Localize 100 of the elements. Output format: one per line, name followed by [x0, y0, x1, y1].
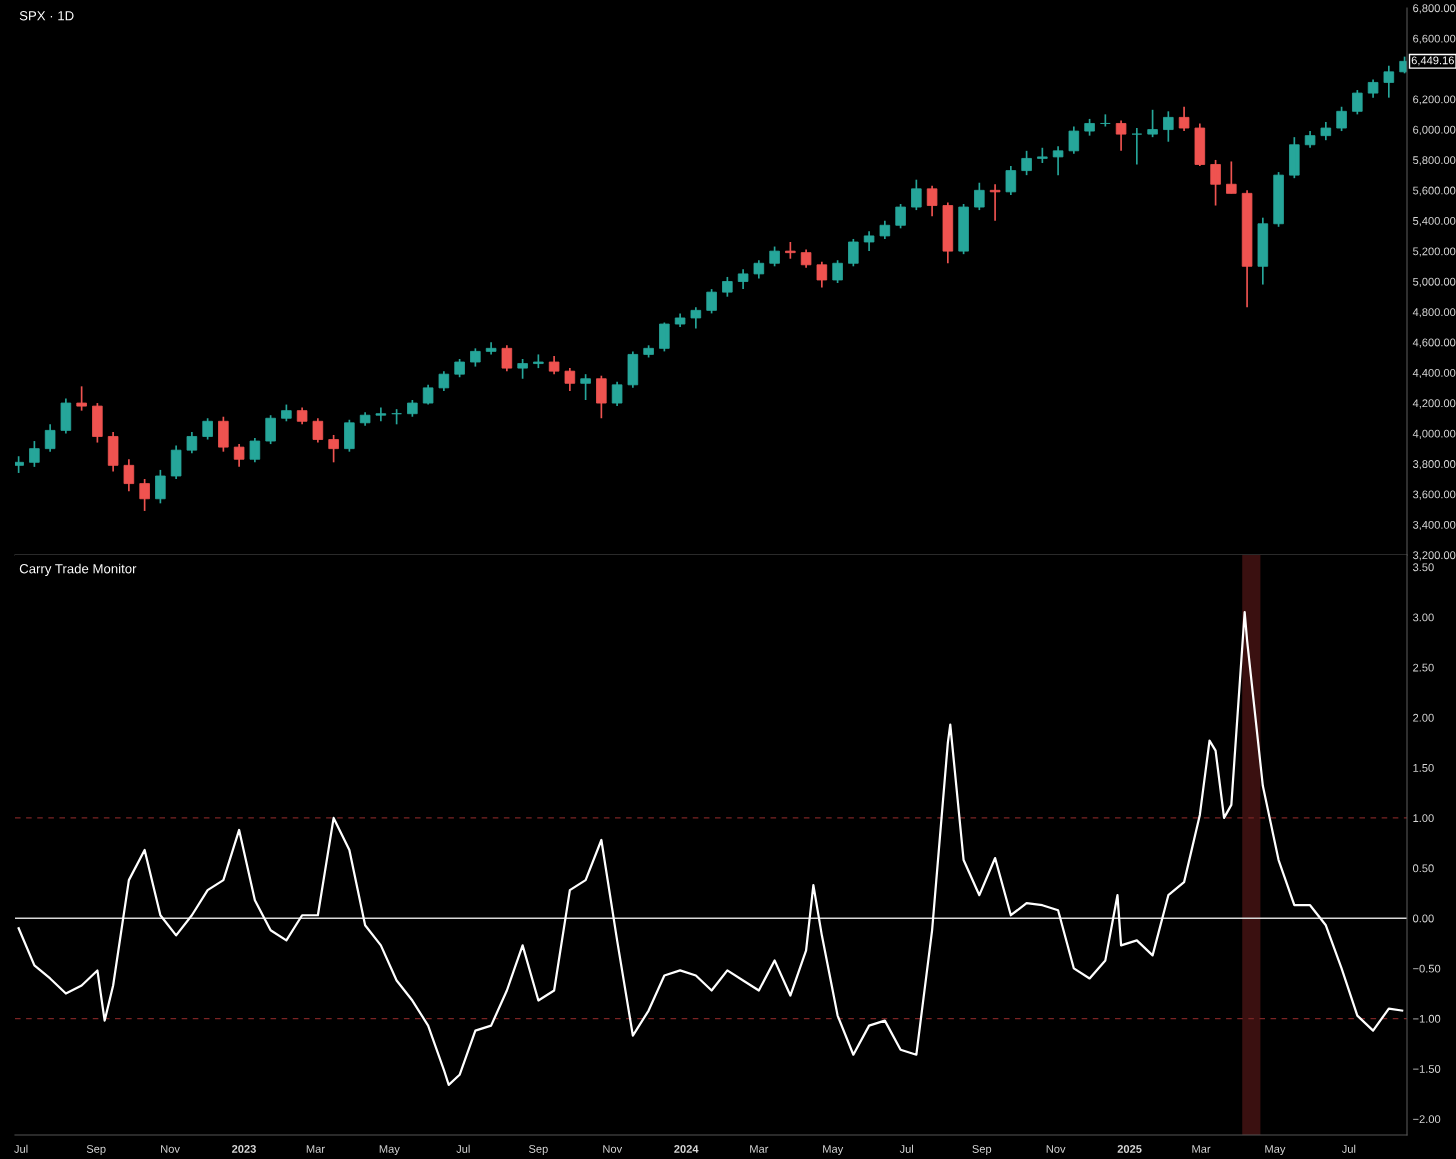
candlestick	[249, 437, 261, 464]
y-tick-label: 2.50	[1413, 663, 1434, 672]
candlestick	[517, 358, 528, 380]
x-tick-label: Jul	[1341, 1144, 1356, 1153]
y-tick-label: 3,200.00	[1412, 551, 1456, 561]
x-tick-label: 2023	[232, 1145, 256, 1153]
x-tick-label: Sep	[86, 1145, 106, 1156]
candlestick	[911, 178, 922, 211]
candlestick	[202, 417, 213, 441]
candlestick	[1021, 149, 1032, 176]
candlestick	[580, 373, 591, 401]
x-tick-label: 2025	[1117, 1145, 1142, 1153]
y-tick-label: 3.00	[1412, 613, 1434, 622]
y-tick-label: 5,200.00	[1413, 247, 1456, 257]
candlestick	[218, 415, 229, 453]
x-tick-label: Mar	[750, 1145, 769, 1153]
candlestick	[1115, 119, 1127, 152]
x-tick-label: Nov	[603, 1145, 623, 1153]
candlestick	[1178, 105, 1190, 132]
candlestick	[737, 268, 749, 290]
y-tick-label: 5,800.00	[1413, 156, 1456, 166]
line-series	[17, 611, 1404, 1086]
x-tick-label: May	[823, 1145, 844, 1156]
x-tick-label: May	[379, 1145, 400, 1156]
y-tick-label: 5,400.00	[1413, 216, 1456, 227]
y-tick-label: 5,600.00	[1413, 186, 1456, 196]
candlestick	[690, 306, 702, 330]
x-tick-label: Jul	[899, 1144, 914, 1153]
candlestick	[296, 406, 308, 426]
y-tick-label: 5,000.00	[1413, 277, 1456, 287]
y-tick-label: 6,800.00	[1413, 4, 1456, 14]
candlestick	[233, 443, 245, 468]
y-tick-label: 4,200.00	[1412, 399, 1456, 409]
annotation: 6,449.16	[1411, 56, 1454, 66]
x-tick-label: 2024	[674, 1145, 699, 1153]
candlestick	[769, 245, 780, 268]
candlestick	[895, 203, 906, 230]
candlestick	[1052, 145, 1064, 176]
candlestick	[454, 358, 465, 379]
candlestick	[1210, 159, 1221, 207]
candlestick	[328, 434, 339, 464]
candlestick	[863, 230, 875, 252]
candlestick	[1367, 78, 1379, 99]
text: Carry Trade Monitor	[19, 563, 137, 576]
y-tick-label: 4,400.00	[1412, 368, 1456, 379]
candlestick	[76, 385, 87, 412]
y-tick-label: 3.50	[1412, 563, 1434, 572]
y-tick-label: 2.00	[1413, 713, 1434, 722]
candlestick	[155, 469, 166, 505]
candlestick	[548, 355, 560, 376]
candlestick	[1163, 110, 1174, 143]
candlestick	[611, 380, 623, 407]
candlestick	[848, 238, 859, 268]
y-tick-label: 3,600.00	[1412, 490, 1456, 500]
candlestick	[564, 367, 576, 392]
candlestick	[265, 414, 276, 445]
x-tick-label: Jul	[456, 1144, 470, 1153]
x-tick-label: Mar	[1192, 1145, 1211, 1153]
candlestick	[958, 203, 969, 255]
candlestick	[706, 288, 717, 315]
candlestick	[375, 406, 387, 423]
candlestick	[974, 181, 985, 211]
candlestick	[879, 219, 891, 240]
y-tick-label: 6,600.00	[1413, 34, 1456, 44]
x-tick-label: Sep	[972, 1145, 992, 1156]
candlestick	[674, 312, 686, 328]
y-tick-label: 0.50	[1412, 864, 1434, 873]
y-tick-label: 4,600.00	[1412, 338, 1456, 348]
y-tick-label: −0.50	[1413, 964, 1441, 973]
candlestick	[659, 321, 670, 353]
x-tick-label: Sep	[528, 1145, 548, 1156]
candlestick	[485, 341, 497, 356]
x-tick-label: May	[1265, 1145, 1286, 1156]
y-tick-label: 6,200.00	[1413, 95, 1456, 105]
candlestick	[989, 183, 1001, 222]
candlestick	[422, 383, 434, 406]
candlestick	[1147, 108, 1158, 138]
candlestick	[1336, 105, 1347, 132]
y-tick-label: 4,000.00	[1412, 429, 1456, 439]
candlestick	[816, 260, 828, 289]
y-tick-label: 1.00	[1413, 814, 1434, 823]
y-tick-label: 0.00	[1412, 914, 1434, 923]
y-tick-label: 3,800.00	[1412, 460, 1456, 470]
candlestick	[1131, 127, 1143, 166]
candlestick	[832, 259, 843, 284]
x-tick-label: Nov	[161, 1145, 180, 1153]
x-tick-label: Mar	[306, 1145, 325, 1153]
chart-title: SPX · 1D	[19, 11, 74, 21]
y-tick-label: −1.00	[1413, 1014, 1441, 1023]
candlestick	[753, 259, 765, 280]
y-tick-label: −1.50	[1413, 1065, 1441, 1073]
candlestick	[722, 276, 733, 298]
candlestick	[1320, 121, 1332, 142]
y-tick-label: 6,000.00	[1413, 125, 1456, 135]
candlestick	[92, 402, 103, 444]
x-tick-label: Nov	[1046, 1145, 1066, 1153]
candlestick	[596, 374, 607, 420]
candlestick	[470, 347, 481, 368]
y-tick-label: −2.00	[1413, 1115, 1441, 1124]
x-tick-label: Jul	[14, 1144, 28, 1153]
